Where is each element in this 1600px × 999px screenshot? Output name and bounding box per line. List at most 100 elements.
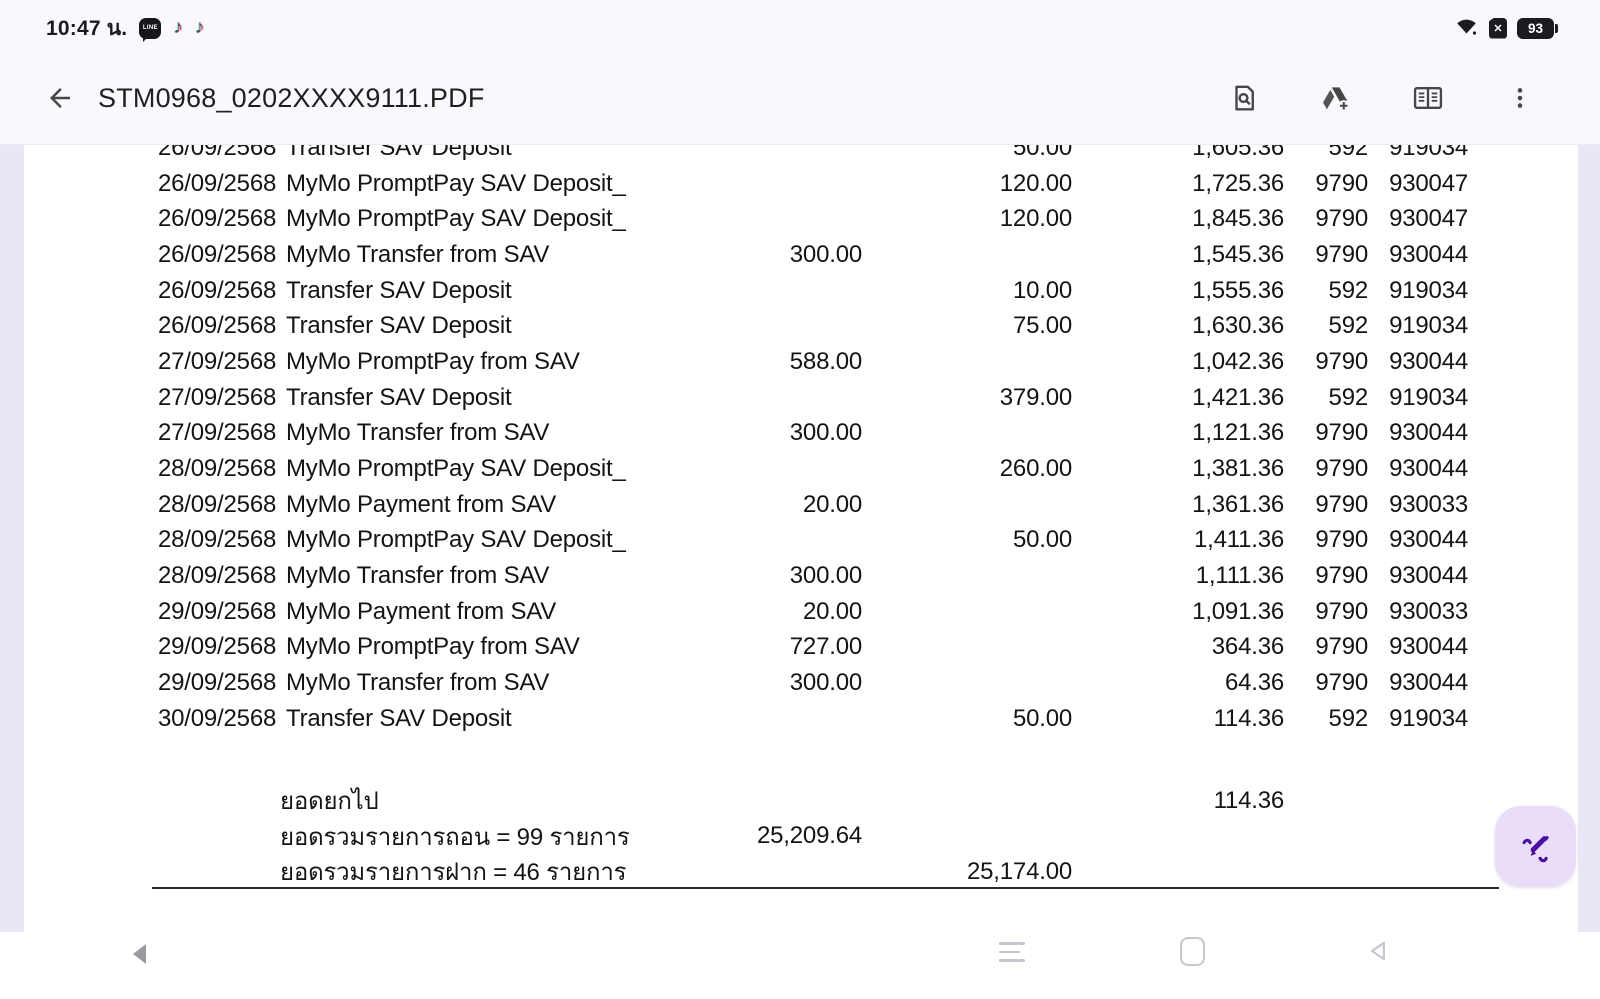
summary-row: ยอดรวมรายการฝาก = 46 รายการ 25,174.00 (24, 854, 1578, 890)
cell-code: 919034 (1389, 276, 1468, 304)
reader-view-icon (1413, 86, 1443, 110)
cell-deposit: 379.00 (999, 383, 1072, 411)
cell-branch: 9790 (1315, 562, 1368, 590)
cell-balance: 1,091.36 (1192, 597, 1284, 625)
cell-date: 26/09/2568 (158, 276, 277, 304)
cell-description: Transfer SAV Deposit (286, 383, 512, 411)
cell-code: 919034 (1389, 704, 1468, 732)
cell-balance: 1,605.36 (1192, 145, 1284, 161)
cell-balance: 1,545.36 (1192, 240, 1284, 268)
table-row: 26/09/2568 Transfer SAV Deposit 50.00 1,… (24, 145, 1578, 166)
find-in-document-button[interactable] (1220, 74, 1268, 122)
battery-icon: 93 (1517, 17, 1558, 39)
cell-date: 29/09/2568 (158, 633, 277, 661)
cell-branch: 9790 (1315, 455, 1368, 483)
cell-withdrawal: 300.00 (789, 562, 862, 590)
table-row: 26/09/2568 MyMo Transfer from SAV 300.00… (24, 237, 1578, 273)
reader-view-button[interactable] (1404, 74, 1452, 122)
cell-date: 29/09/2568 (158, 597, 277, 625)
cell-code: 930047 (1389, 205, 1468, 233)
cell-deposit: 120.00 (999, 205, 1072, 233)
cell-branch: 592 (1328, 383, 1369, 411)
music-note-notification-icon: ♪ (194, 17, 205, 38)
add-to-drive-button[interactable] (1312, 74, 1360, 122)
cell-branch: 9790 (1315, 169, 1368, 197)
cell-code: 919034 (1389, 383, 1468, 411)
cell-code: 930044 (1389, 526, 1468, 554)
cell-branch: 9790 (1315, 205, 1368, 233)
cell-deposit: 75.00 (1012, 312, 1072, 340)
cell-date: 29/09/2568 (158, 669, 277, 697)
table-row: 30/09/2568 Transfer SAV Deposit 50.00 11… (24, 701, 1578, 737)
table-row: 29/09/2568 MyMo PromptPay from SAV 727.0… (24, 630, 1578, 666)
table-row: 28/09/2568 MyMo PromptPay SAV Deposit_ 5… (24, 523, 1578, 559)
transaction-table: 26/09/2568 Transfer SAV Deposit 50.00 1,… (24, 145, 1578, 737)
cell-date: 28/09/2568 (158, 490, 277, 518)
cell-description: Transfer SAV Deposit (286, 145, 512, 161)
cell-date: 30/09/2568 (158, 704, 277, 732)
home-icon[interactable] (1180, 937, 1205, 966)
summary-withdrawal-total: 25,209.64 (757, 822, 862, 850)
system-navigation-bar (0, 932, 1600, 999)
summary-row: ยอดรวมรายการถอน = 99 รายการ 25,209.64 (24, 819, 1578, 855)
table-row: 28/09/2568 MyMo Transfer from SAV 300.00… (24, 558, 1578, 594)
cell-code: 930044 (1389, 455, 1468, 483)
cell-balance: 1,121.36 (1192, 419, 1284, 447)
annotate-pen-icon (1522, 835, 1549, 862)
cell-withdrawal: 588.00 (789, 347, 862, 375)
cell-description: MyMo Transfer from SAV (286, 562, 550, 590)
cell-deposit: 50.00 (1012, 526, 1072, 554)
cell-balance: 1,845.36 (1192, 205, 1284, 233)
cell-branch: 9790 (1315, 597, 1368, 625)
cell-code: 930044 (1389, 347, 1468, 375)
cell-deposit: 10.00 (1012, 276, 1072, 304)
cell-withdrawal: 300.00 (789, 240, 862, 268)
cell-balance: 1,630.36 (1192, 312, 1284, 340)
cell-withdrawal: 20.00 (802, 597, 862, 625)
back-button[interactable] (36, 74, 84, 122)
line-notification-icon: LINE (139, 17, 162, 42)
cell-deposit: 260.00 (999, 455, 1072, 483)
cell-code: 930044 (1389, 419, 1468, 447)
cell-balance: 1,111.36 (1195, 562, 1284, 590)
pdf-viewer[interactable]: 26/09/2568 Transfer SAV Deposit 50.00 1,… (0, 145, 1600, 932)
cell-description: MyMo Payment from SAV (286, 490, 557, 518)
cell-withdrawal: 300.00 (789, 419, 862, 447)
cell-code: 930033 (1389, 490, 1468, 518)
annotate-fab[interactable] (1495, 806, 1576, 887)
cell-code: 930044 (1389, 669, 1468, 697)
table-row: 26/09/2568 MyMo PromptPay SAV Deposit_ 1… (24, 201, 1578, 237)
table-row: 29/09/2568 MyMo Transfer from SAV 300.00… (24, 665, 1578, 701)
cell-balance: 1,421.36 (1192, 383, 1284, 411)
cell-description: MyMo PromptPay SAV Deposit_ (286, 526, 626, 554)
table-row: 28/09/2568 MyMo Payment from SAV 20.00 1… (24, 487, 1578, 523)
table-bottom-rule (152, 887, 1499, 889)
cell-date: 27/09/2568 (158, 419, 277, 447)
music-note-notification-icon: ♪ (173, 17, 183, 38)
back-arrow-icon (50, 88, 70, 108)
cell-description: MyMo PromptPay from SAV (286, 633, 580, 661)
cell-description: MyMo Payment from SAV (286, 597, 557, 625)
collapse-left-icon[interactable] (133, 944, 146, 964)
cell-balance: 1,555.36 (1192, 276, 1284, 304)
summary-row: ยอดยกไป 114.36 (24, 783, 1578, 819)
cell-branch: 592 (1328, 276, 1369, 304)
cell-branch: 9790 (1315, 347, 1368, 375)
cell-branch: 592 (1328, 704, 1369, 732)
cell-code: 930047 (1389, 169, 1468, 197)
cell-balance: 64.36 (1224, 669, 1284, 697)
cell-branch: 9790 (1315, 240, 1368, 268)
system-header: 10:47 น. LINE ♪ ♪ ✕ 93 STM0968_0202XXXX9… (0, 0, 1600, 145)
back-icon[interactable] (1366, 938, 1392, 969)
recents-icon[interactable] (999, 939, 1025, 965)
cell-branch: 9790 (1315, 490, 1368, 518)
more-options-button[interactable] (1496, 74, 1544, 122)
cell-description: MyMo PromptPay SAV Deposit_ (286, 205, 626, 233)
cell-description: MyMo PromptPay SAV Deposit_ (286, 455, 626, 483)
table-row: 28/09/2568 MyMo PromptPay SAV Deposit_ 2… (24, 451, 1578, 487)
cell-description: MyMo PromptPay from SAV (286, 347, 580, 375)
cell-description: MyMo Transfer from SAV (286, 419, 550, 447)
cell-branch: 9790 (1315, 633, 1368, 661)
cell-date: 26/09/2568 (158, 205, 277, 233)
app-bar: STM0968_0202XXXX9111.PDF (0, 56, 1600, 140)
